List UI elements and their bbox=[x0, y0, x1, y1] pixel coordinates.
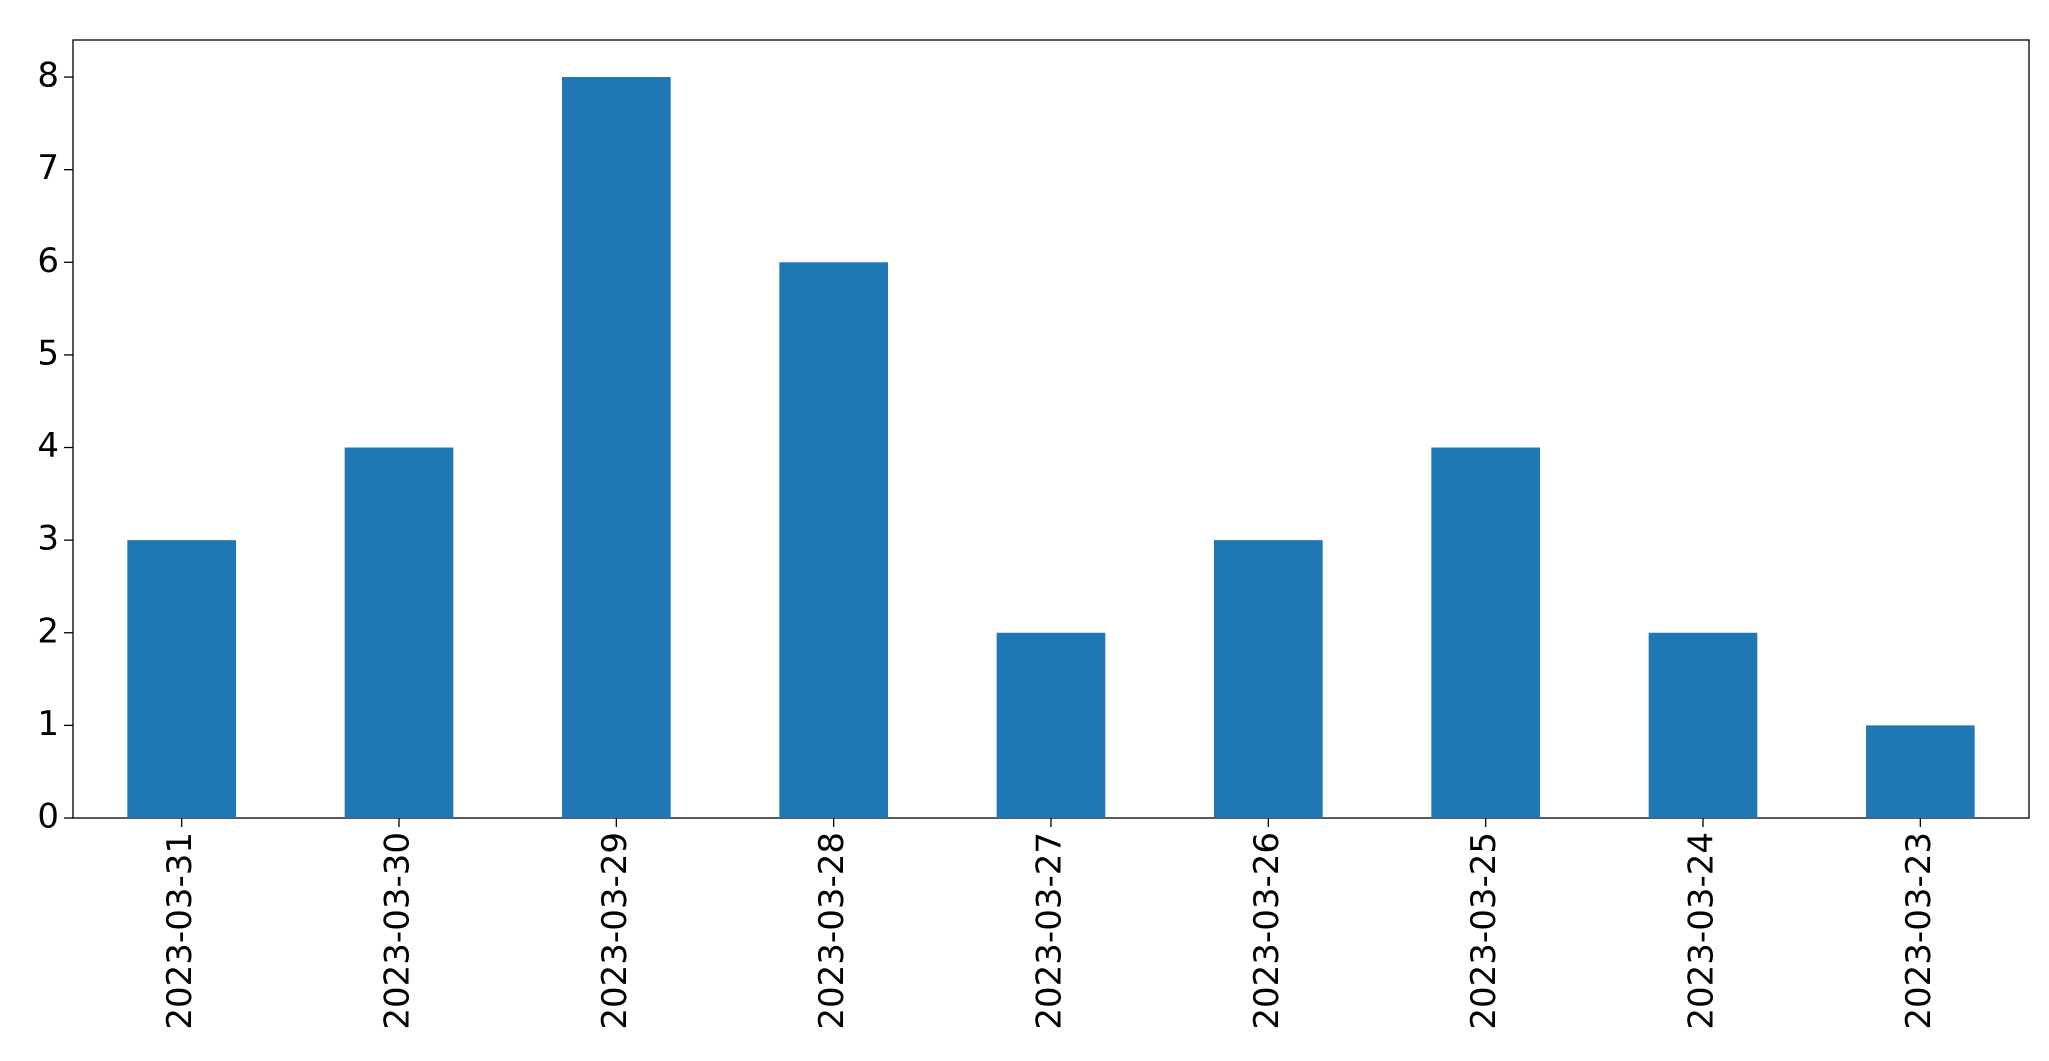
bar bbox=[1866, 725, 1975, 818]
bar bbox=[996, 632, 1106, 818]
x-tick-label: 2023-03-25 bbox=[1464, 832, 1504, 1030]
x-tick-label: 2023-03-28 bbox=[812, 832, 852, 1030]
x-tick-label: 2023-03-26 bbox=[1247, 832, 1287, 1030]
bar bbox=[562, 77, 671, 819]
y-tick-label: 2 bbox=[37, 611, 59, 651]
bar bbox=[779, 262, 888, 818]
bar bbox=[127, 540, 236, 818]
x-tick-label: 2023-03-23 bbox=[1899, 832, 1939, 1030]
y-tick-label: 0 bbox=[37, 797, 59, 837]
x-tick-label: 2023-03-30 bbox=[378, 832, 418, 1030]
y-tick-label: 4 bbox=[37, 426, 59, 466]
y-tick-label: 8 bbox=[37, 56, 59, 96]
bar bbox=[1214, 540, 1323, 818]
x-tick-label: 2023-03-29 bbox=[595, 832, 635, 1030]
y-tick-label: 1 bbox=[37, 704, 59, 744]
x-tick-label: 2023-03-31 bbox=[160, 832, 200, 1030]
bar bbox=[1431, 447, 1540, 818]
y-tick-label: 5 bbox=[37, 333, 59, 373]
x-tick-label: 2023-03-24 bbox=[1682, 832, 1722, 1030]
y-tick-label: 6 bbox=[37, 241, 59, 281]
x-tick-label: 2023-03-27 bbox=[1030, 832, 1070, 1030]
y-tick-label: 3 bbox=[37, 519, 59, 559]
y-tick-label: 7 bbox=[37, 148, 59, 188]
bar bbox=[1648, 632, 1758, 818]
bar bbox=[344, 447, 454, 818]
